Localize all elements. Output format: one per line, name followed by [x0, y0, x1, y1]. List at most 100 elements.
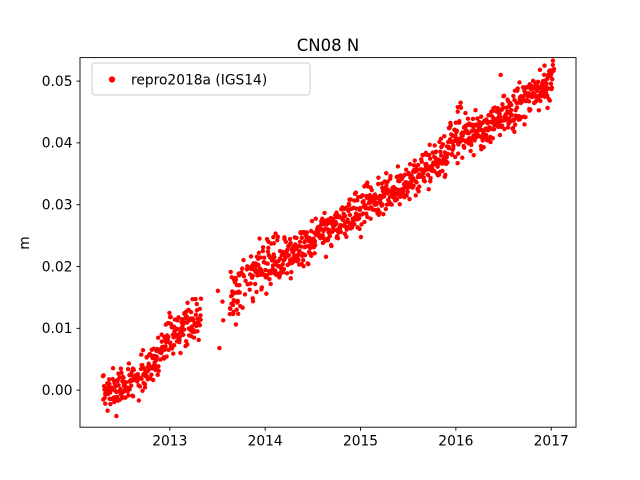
data-point — [381, 194, 387, 199]
data-point — [308, 228, 314, 234]
data-point — [313, 216, 318, 221]
data-point — [121, 375, 126, 380]
data-point — [334, 210, 339, 215]
data-point — [299, 244, 304, 249]
data-point — [139, 376, 144, 381]
data-point — [454, 128, 460, 134]
data-point — [129, 383, 134, 388]
data-point — [297, 248, 302, 254]
data-point — [123, 380, 128, 385]
data-point — [275, 237, 280, 243]
data-point — [508, 107, 514, 113]
data-point — [190, 297, 195, 302]
data-point — [415, 162, 421, 168]
data-point — [483, 132, 489, 138]
data-point — [272, 254, 277, 260]
data-point — [197, 322, 203, 328]
data-point — [296, 257, 301, 263]
data-point — [545, 93, 550, 98]
data-point — [446, 145, 452, 151]
data-point — [166, 334, 171, 340]
data-point — [312, 239, 318, 244]
data-point — [220, 299, 225, 304]
data-point — [245, 264, 250, 269]
data-point — [497, 132, 503, 138]
data-point — [458, 100, 463, 105]
data-point — [385, 179, 390, 184]
data-point — [455, 109, 460, 114]
data-point — [309, 253, 314, 259]
data-point — [445, 151, 450, 156]
data-point — [440, 142, 446, 147]
data-point — [171, 351, 176, 356]
data-point — [177, 337, 182, 343]
data-point — [338, 229, 344, 235]
x-tick-label: 2013 — [152, 434, 187, 450]
data-point — [243, 278, 248, 283]
data-point — [550, 58, 556, 63]
data-point — [497, 114, 503, 120]
x-tick-label: 2014 — [248, 434, 283, 450]
data-point — [438, 149, 443, 154]
data-point — [536, 108, 542, 113]
data-point — [357, 215, 362, 220]
data-point — [260, 248, 266, 254]
data-point — [426, 187, 431, 192]
data-point — [272, 268, 278, 273]
data-point — [506, 116, 512, 121]
data-point — [347, 212, 353, 218]
data-point — [277, 256, 283, 261]
data-point — [264, 273, 269, 279]
data-point — [354, 206, 359, 211]
data-point — [522, 122, 527, 127]
data-point — [130, 394, 136, 399]
data-point — [142, 382, 148, 387]
data-point — [381, 211, 386, 217]
data-point — [490, 136, 495, 141]
data-point — [198, 317, 203, 322]
data-point — [302, 253, 308, 258]
legend-label: repro2018a (IGS14) — [131, 73, 267, 89]
data-point — [194, 301, 199, 307]
data-point — [266, 245, 271, 251]
data-point — [164, 354, 169, 359]
data-point — [185, 300, 190, 305]
data-point — [509, 102, 514, 108]
data-point — [181, 327, 187, 332]
data-point — [542, 72, 547, 77]
data-point — [465, 116, 471, 121]
data-point — [358, 206, 363, 211]
data-point — [383, 206, 389, 212]
data-point — [365, 180, 370, 185]
data-point — [248, 254, 254, 259]
data-point — [544, 81, 549, 86]
data-point — [126, 393, 131, 398]
data-point — [416, 189, 421, 194]
data-point — [116, 383, 121, 388]
data-point — [388, 173, 393, 179]
data-point — [550, 62, 556, 68]
data-point — [473, 108, 478, 113]
data-point — [460, 133, 465, 138]
data-point — [155, 335, 161, 340]
data-point — [228, 306, 233, 312]
data-point — [369, 187, 374, 193]
data-point — [384, 183, 389, 188]
data-point — [509, 112, 514, 118]
data-point — [380, 202, 385, 207]
data-point — [384, 171, 389, 176]
data-point — [150, 377, 156, 383]
data-point — [302, 239, 308, 244]
data-point — [235, 298, 240, 304]
data-point — [422, 179, 427, 184]
data-point — [323, 254, 329, 260]
data-point — [455, 161, 460, 166]
data-point — [176, 315, 181, 320]
data-point — [247, 287, 252, 292]
data-point — [168, 314, 173, 320]
data-point — [478, 114, 484, 119]
data-point — [412, 158, 417, 163]
data-point — [548, 81, 554, 86]
data-point — [426, 152, 432, 158]
